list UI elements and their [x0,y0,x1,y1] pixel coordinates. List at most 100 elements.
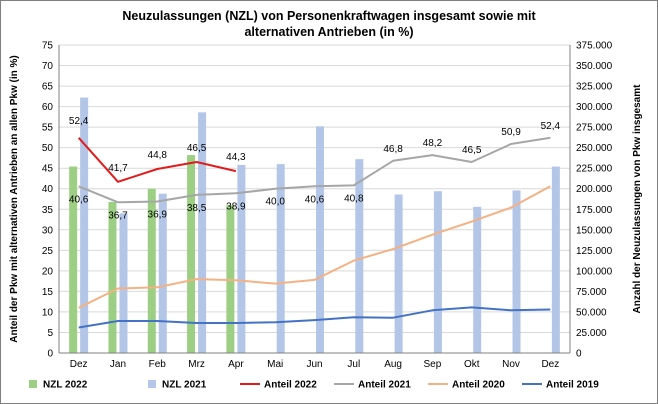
legend-item-anteil-2022: Anteil 2022 [240,380,317,391]
data-label-anteil-2021: 52,4 [541,121,561,132]
y-right-tick-label: 0 [576,349,582,360]
bar [512,190,521,353]
legend-label: Anteil 2020 [452,380,505,391]
line-series-anteil-2020 [78,185,551,309]
chart-title: Neuzulassungen (NZL) von Personenkraftwa… [0,8,658,40]
x-tick-label: Okt [464,359,480,370]
y-right-tick-label: 375.000 [576,41,613,52]
legend-label: Anteil 2021 [358,380,411,391]
line-series-anteil-2021 [78,136,551,204]
legend-label: Anteil 2019 [546,380,599,391]
bar [158,193,167,353]
data-label-anteil-2021: 40,6 [305,194,325,205]
y-right-tick-label: 150.000 [576,225,613,236]
legend-label: NZL 2021 [162,380,207,391]
y-left-tick-label: 75 [42,41,54,52]
x-tick-label: Dez [541,359,559,370]
data-label-anteil-2022: 44,3 [226,152,246,163]
y-left-tick-label: 65 [42,82,54,93]
bar [198,112,207,353]
y-left-tick-label: 50 [42,143,54,154]
line-series-anteil-2022 [77,137,237,183]
bar [237,164,246,353]
legend-item-anteil-2019: Anteil 2019 [522,380,599,391]
legend-swatch [29,380,37,388]
y-right-tick-label: 300.000 [576,102,613,113]
bar [473,206,482,353]
chart-title-line-2: alternativen Antrieben (in %) [244,25,414,39]
bar [394,194,403,353]
x-tick-label: Jul [347,359,360,370]
y-axis-left-title: Anteil der Pkw mit alternativen Antriebe… [9,55,20,342]
bar [355,159,364,353]
bar [80,97,89,353]
bar [187,155,196,353]
y-left-tick-label: 30 [42,225,54,236]
data-label-anteil-2022: 46,5 [187,143,207,154]
y-right-tick-label: 350.000 [576,61,613,72]
data-label-anteil-2021: 36,7 [108,210,128,221]
y-right-tick-label: 100.000 [576,266,613,277]
data-label-anteil-2021: 40,0 [265,197,285,208]
y-axis-right-title: Anzahl der Neuzulassungen von Pkw insges… [632,84,643,314]
y-left-tick-label: 70 [42,61,54,72]
y-right-tick-label: 75.000 [576,287,607,298]
data-label-anteil-2022: 44,8 [148,150,168,161]
y-right-tick-label: 325.000 [576,82,613,93]
data-label-anteil-2021: 36,9 [148,209,168,220]
x-tick-label: Aug [384,359,402,370]
y-left-tick-label: 5 [47,328,53,339]
y-left-tick-label: 40 [42,184,54,195]
bar-series-nzl-2022 [69,155,235,353]
x-tick-label: Mrz [188,359,205,370]
y-right-tick-label: 200.000 [576,184,613,195]
x-tick-label: Nov [502,359,520,370]
legend-item-nzl-2021: NZL 2021 [148,380,207,391]
y-right-tick-label: 225.000 [576,164,613,175]
x-tick-label: Dez [70,359,88,370]
y-left-tick-label: 35 [42,205,54,216]
x-tick-label: Feb [149,359,167,370]
y-right-tick-label: 250.000 [576,143,613,154]
data-label-anteil-2022: 41,7 [108,163,128,174]
legend-swatch [148,380,156,388]
y-left-tick-label: 0 [47,349,53,360]
legend-item-anteil-2021: Anteil 2021 [334,380,411,391]
y-left-tick-label: 15 [42,287,54,298]
chart-title-line-1: Neuzulassungen (NZL) von Personenkraftwa… [122,9,536,23]
data-label-anteil-2021: 40,6 [69,194,89,205]
legend-label: NZL 2022 [43,380,88,391]
bar [276,164,285,353]
data-label-anteil-2021: 40,8 [344,193,364,204]
bar [119,213,128,353]
data-label-anteil-2021: 38,9 [226,201,246,212]
bar [226,205,235,353]
x-tick-label: Sep [424,359,442,370]
y-left-tick-label: 45 [42,164,54,175]
x-tick-label: Jun [306,359,322,370]
data-label-anteil-2021: 46,8 [383,144,403,155]
bar [316,126,324,353]
bar [69,166,78,353]
y-left-tick-label: 60 [42,102,54,113]
y-left-tick-label: 25 [42,246,54,257]
bar [551,166,560,353]
y-left-tick-label: 55 [42,123,54,134]
bar-series-nzl-2021 [80,97,560,353]
y-left-tick-label: 20 [42,266,54,277]
line-series-anteil-2019 [78,306,551,329]
data-label-anteil-2021: 38,5 [187,203,207,214]
data-label-anteil-2021: 50,9 [501,127,521,138]
bar [108,201,117,353]
legend: NZL 2022 NZL 2021 Anteil 2022 Anteil 2021 An… [29,380,599,391]
legend-item-anteil-2020: Anteil 2020 [428,380,505,391]
bar [147,188,156,353]
y-right-tick-label: 175.000 [576,205,613,216]
legend-item-nzl-2022: NZL 2022 [29,380,88,391]
bar [433,191,442,353]
gridlines [59,44,570,333]
x-tick-label: Mai [267,359,283,370]
x-tick-label: Apr [228,359,244,370]
data-label-anteil-2021: 46,5 [462,145,482,156]
data-label-anteil-2021: 48,2 [423,138,443,149]
